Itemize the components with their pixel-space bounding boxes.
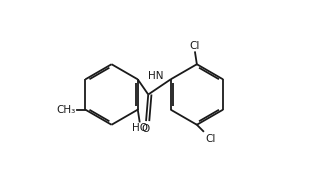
Text: CH₃: CH₃ [57,105,76,115]
Text: O: O [141,124,149,134]
Text: HN: HN [148,71,164,81]
Text: HO: HO [131,123,148,133]
Text: Cl: Cl [190,41,200,51]
Text: Cl: Cl [205,134,215,144]
